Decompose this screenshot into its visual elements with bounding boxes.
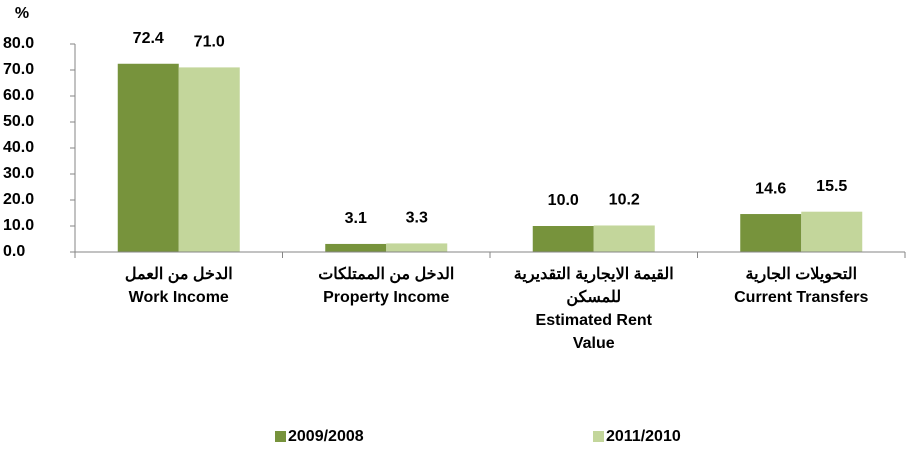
x-tick-label: Work Income — [129, 289, 229, 306]
x-tick-label: Current Transfers — [734, 289, 868, 306]
x-tick-label: التحويلات الجارية — [745, 266, 857, 284]
bar — [740, 214, 802, 252]
y-tick-label: 10.0 — [3, 217, 34, 234]
y-tick-label: 60.0 — [3, 87, 34, 104]
y-tick-label: 30.0 — [3, 165, 34, 182]
y-tick-label: 80.0 — [3, 35, 34, 52]
x-tick-label: الدخل من العمل — [125, 266, 233, 284]
x-tick-label: Estimated Rent — [536, 312, 653, 329]
data-label: 10.0 — [548, 192, 579, 209]
y-tick-label: 40.0 — [3, 139, 34, 156]
bar — [593, 225, 655, 252]
data-label: 10.2 — [609, 192, 640, 209]
y-tick-label: 70.0 — [3, 61, 34, 78]
legend-swatch — [593, 431, 604, 442]
bar — [801, 211, 863, 252]
y-tick-label: 50.0 — [3, 113, 34, 130]
bar — [178, 67, 240, 253]
data-label: 3.1 — [345, 210, 367, 227]
x-tick-label: الدخل من الممتلكات — [318, 266, 454, 284]
data-label: 72.4 — [133, 30, 164, 47]
data-label: 3.3 — [406, 210, 428, 227]
bar — [117, 63, 179, 253]
data-label: 71.0 — [194, 34, 225, 51]
y-tick-label: 20.0 — [3, 191, 34, 208]
bar — [532, 226, 594, 252]
y-tick-label: 0.0 — [3, 243, 25, 260]
legend-label: 2011/2010 — [606, 428, 681, 445]
legend-label: 2009/2008 — [288, 428, 364, 445]
y-axis-label: % — [15, 5, 29, 22]
bar — [386, 243, 448, 252]
data-label: 14.6 — [755, 180, 786, 197]
x-tick-label: القيمة الايجارية التقديرية — [514, 266, 674, 284]
bar — [325, 243, 387, 252]
legend-swatch — [275, 431, 286, 442]
x-tick-label: للمسكن — [566, 289, 621, 307]
x-tick-label: Property Income — [323, 289, 449, 306]
data-label: 15.5 — [816, 178, 847, 195]
x-tick-label: Value — [573, 335, 615, 352]
